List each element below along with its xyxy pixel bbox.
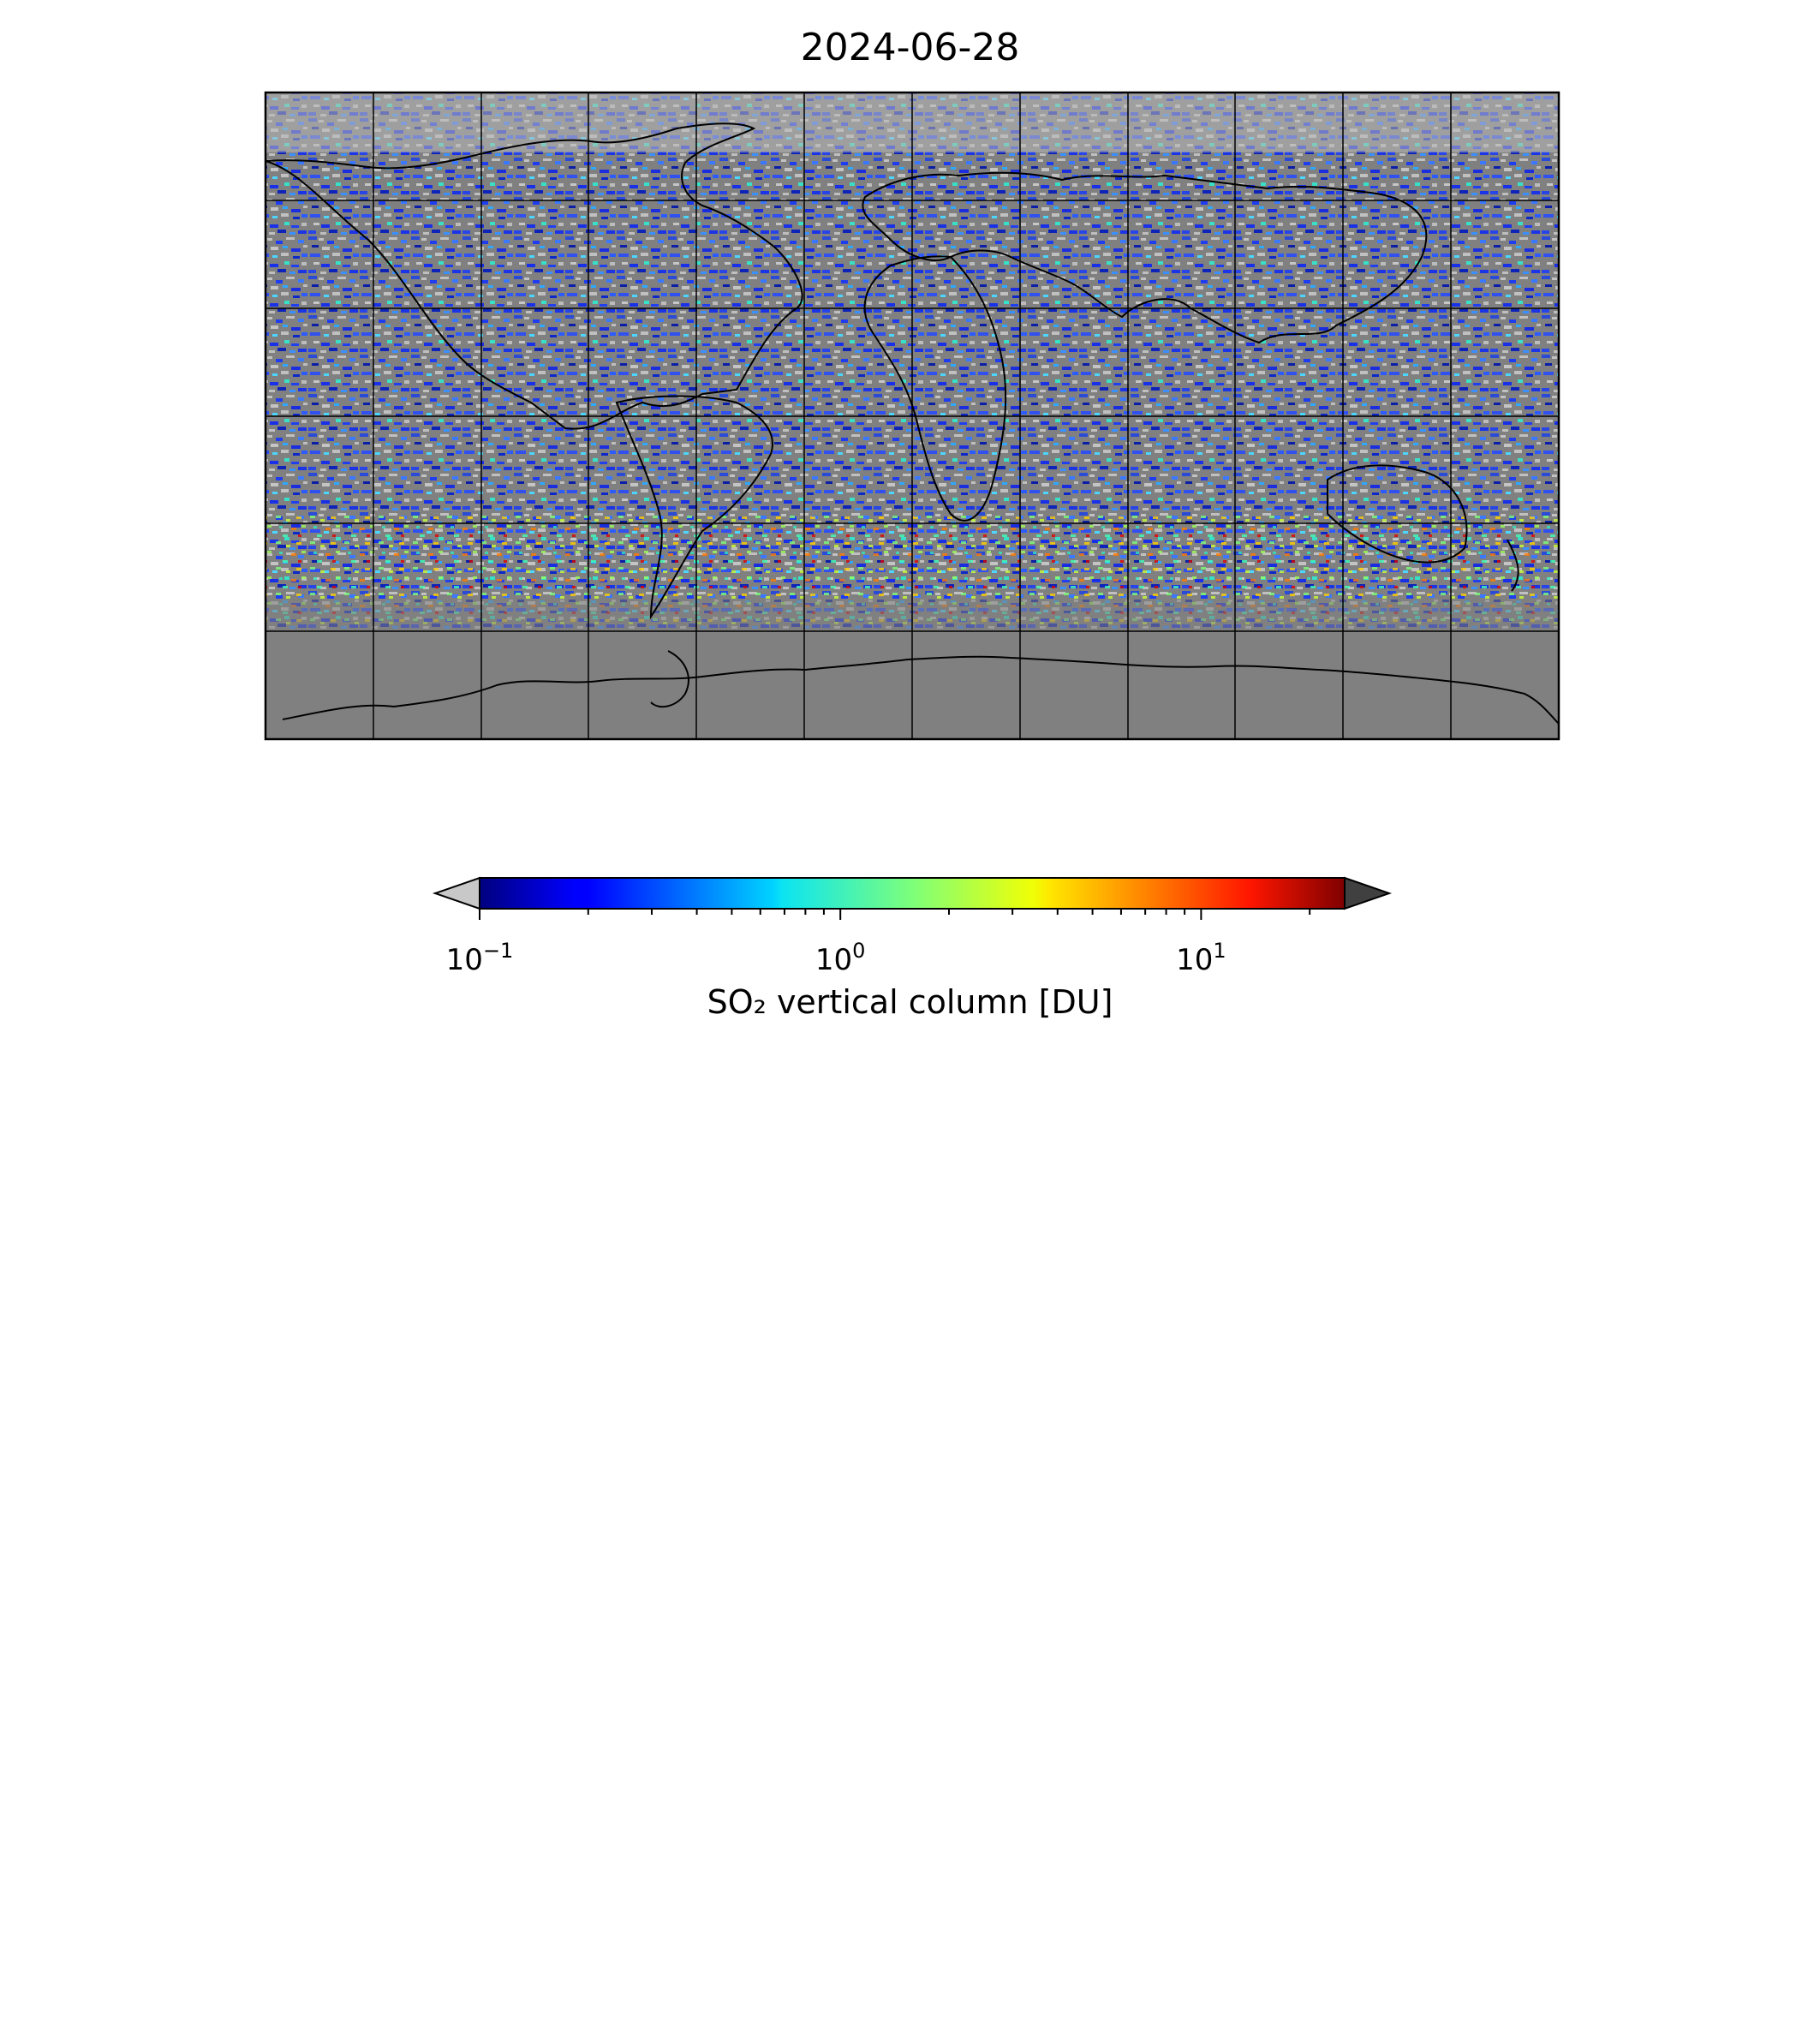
global-coastlines (266, 122, 1559, 725)
colorbar-tick-label: 10−1 (446, 939, 514, 977)
global-graticule (266, 92, 1559, 739)
colorbar-label: SO₂ vertical column [DU] (707, 983, 1113, 1021)
colorbar: 10−1 100 101 (432, 876, 1393, 977)
colorbar-tick-labels: 10−1 100 101 (446, 939, 1226, 977)
global-map (264, 91, 1560, 741)
colorbar-under-extension (432, 876, 480, 910)
colorbar-frame (479, 877, 1346, 910)
colorbar-gradient (480, 878, 1345, 909)
colorbar-over-extension (1344, 876, 1393, 910)
global-map-frame (264, 91, 1560, 741)
colorbar-tick-label: 101 (1176, 939, 1226, 977)
colorbar-ticks (479, 909, 1311, 920)
colorbar-tick-label: 100 (815, 939, 866, 977)
figure-title: 2024-06-28 (800, 26, 1020, 69)
